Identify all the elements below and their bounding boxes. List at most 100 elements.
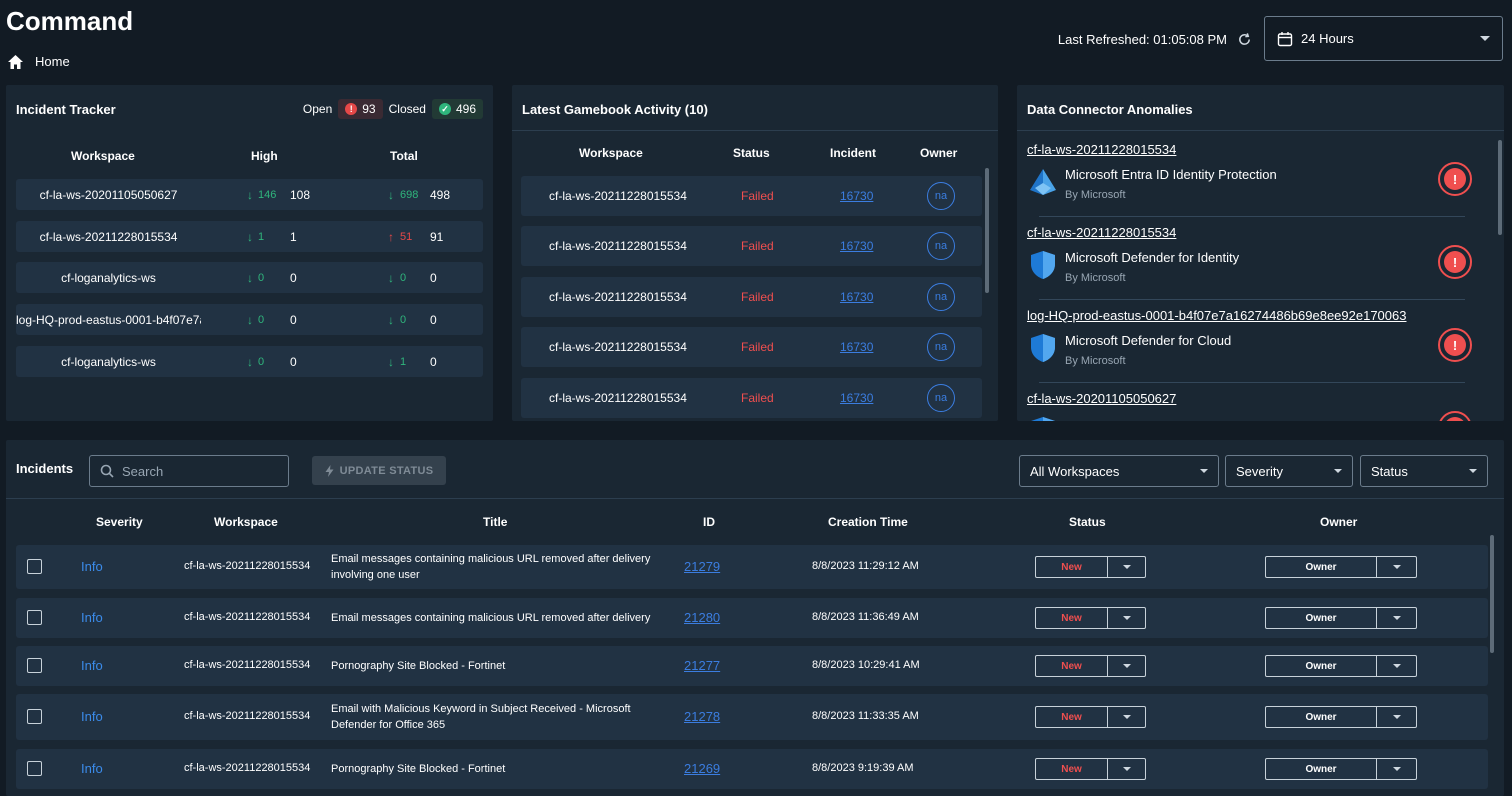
owner-dropdown[interactable]: Owner — [1265, 556, 1417, 578]
incident-link[interactable]: 16730 — [840, 340, 874, 354]
incident-row[interactable]: Info cf-la-ws-20211228015534 Email message… — [16, 545, 1488, 589]
incident-id-link[interactable]: 21280 — [684, 610, 721, 625]
incident-id-link[interactable]: 21269 — [684, 761, 721, 776]
incident-id-link[interactable]: 21278 — [684, 709, 721, 724]
chevron-down-icon[interactable] — [1108, 759, 1145, 779]
page-title: Command — [6, 6, 134, 36]
status-dropdown[interactable]: New — [1035, 607, 1146, 629]
chevron-down-icon[interactable] — [1108, 557, 1145, 577]
incident-row[interactable]: Info cf-la-ws-20211228015534 Email with Ma… — [16, 694, 1488, 740]
tracker-row[interactable]: log-HQ-prod-eastus-0001-b4f07e7a ↓ 0 0 ↓ 0 0 — [16, 304, 483, 335]
tracker-row[interactable]: cf-la-ws-20211228015534 ↓ 1 1 ↑ 51 91 — [16, 221, 483, 252]
chevron-down-icon[interactable] — [1377, 707, 1416, 727]
chevron-down-icon — [1469, 469, 1477, 473]
open-count-badge[interactable]: ! 93 — [338, 99, 383, 119]
chevron-down-icon[interactable] — [1377, 608, 1416, 628]
creation-time: 8/8/2023 11:36:49 AM — [812, 611, 919, 623]
owner-dropdown[interactable]: Owner — [1265, 655, 1417, 677]
incident-link[interactable]: 16730 — [840, 189, 874, 203]
workspace-name: cf-la-ws-20211228015534 — [549, 290, 687, 304]
row-checkbox[interactable] — [27, 610, 42, 625]
incident-title-line: Defender for Office 365 — [331, 719, 446, 731]
col-workspace: Workspace — [71, 149, 135, 163]
status-filter[interactable]: Status — [1360, 455, 1488, 487]
breadcrumb-home[interactable]: Home — [35, 54, 70, 69]
gamebook-row[interactable]: cf-la-ws-20211228015534 Failed 16730 na — [521, 226, 982, 266]
row-checkbox[interactable] — [27, 559, 42, 574]
col-creation-time: Creation Time — [828, 515, 908, 529]
bolt-icon — [325, 464, 334, 477]
incident-title-line: Email with Malicious Keyword in Subject … — [331, 703, 631, 715]
arrow-down-icon: ↓ — [247, 271, 253, 285]
row-checkbox[interactable] — [27, 761, 42, 776]
row-checkbox[interactable] — [27, 709, 42, 724]
closed-count-badge[interactable]: ✓ 496 — [431, 99, 483, 119]
alert-icon: ! — [1444, 334, 1466, 356]
status-dropdown[interactable]: New — [1035, 758, 1146, 780]
row-checkbox[interactable] — [27, 658, 42, 673]
incident-link[interactable]: 16730 — [840, 239, 874, 253]
arrow-down-icon: ↓ — [247, 313, 253, 327]
chevron-down-icon[interactable] — [1108, 707, 1145, 727]
owner-avatar[interactable]: na — [927, 283, 955, 311]
high-change: 0 — [258, 356, 265, 368]
incident-tracker-title: Incident Tracker — [16, 102, 116, 117]
gamebook-row[interactable]: cf-la-ws-20211228015534 Failed 16730 na — [521, 277, 982, 317]
owner-dropdown[interactable]: Owner — [1265, 607, 1417, 629]
severity-value: Info — [81, 658, 103, 673]
scrollbar[interactable] — [1498, 140, 1502, 235]
refresh-icon[interactable] — [1237, 32, 1252, 47]
tracker-row[interactable]: cf-loganalytics-ws ↓ 0 0 ↓ 1 0 — [16, 346, 483, 377]
workspace-name: cf-la-ws-20211228015534 — [184, 611, 311, 623]
incident-id-link[interactable]: 21277 — [684, 658, 721, 673]
tracker-row[interactable]: cf-la-ws-20201105050627 ↓ 146 108 ↓ 698 498 — [16, 179, 483, 210]
anomaly-workspace-link[interactable]: cf-la-ws-20211228015534 — [1027, 142, 1177, 157]
incident-row[interactable]: Info cf-la-ws-20211228015534 Pornography S… — [16, 646, 1488, 686]
gamebook-row[interactable]: cf-la-ws-20211228015534 Failed 16730 na — [521, 378, 982, 418]
incident-title: Pornography Site Blocked - Fortinet — [331, 761, 505, 777]
chevron-down-icon[interactable] — [1377, 557, 1416, 577]
incident-row[interactable]: Info cf-la-ws-20211228015534 Email message… — [16, 598, 1488, 638]
chevron-down-icon — [1480, 36, 1490, 41]
owner-avatar[interactable]: na — [927, 182, 955, 210]
owner-avatar[interactable]: na — [927, 384, 955, 412]
breadcrumb[interactable]: Home — [8, 54, 70, 69]
alert-button[interactable]: ! — [1438, 162, 1472, 196]
owner-avatar[interactable]: na — [927, 333, 955, 361]
scrollbar[interactable] — [1490, 535, 1494, 653]
col-severity: Severity — [96, 515, 143, 529]
incident-id-link[interactable]: 21279 — [684, 559, 721, 574]
tracker-row[interactable]: cf-loganalytics-ws ↓ 0 0 ↓ 0 0 — [16, 262, 483, 293]
owner-avatar[interactable]: na — [927, 232, 955, 260]
anomaly-workspace-link[interactable]: log-HQ-prod-eastus-0001-b4f07e7a16274486… — [1027, 308, 1407, 323]
search-box[interactable] — [89, 455, 289, 487]
scrollbar[interactable] — [985, 168, 989, 293]
chevron-down-icon[interactable] — [1108, 608, 1145, 628]
time-range-select[interactable]: 24 Hours — [1264, 16, 1503, 61]
incident-row[interactable]: Info cf-la-ws-20211228015534 Pornography S… — [16, 749, 1488, 789]
alert-button[interactable]: ! — [1438, 328, 1472, 362]
status-dropdown[interactable]: New — [1035, 655, 1146, 677]
gamebook-row[interactable]: cf-la-ws-20211228015534 Failed 16730 na — [521, 176, 982, 216]
severity-filter[interactable]: Severity — [1225, 455, 1353, 487]
search-input[interactable] — [122, 463, 272, 479]
high-change: 146 — [258, 189, 277, 201]
status-dropdown[interactable]: New — [1035, 706, 1146, 728]
alert-button[interactable]: ! — [1438, 411, 1472, 421]
status-dropdown[interactable]: New — [1035, 556, 1146, 578]
home-icon — [8, 54, 23, 69]
owner-dropdown[interactable]: Owner — [1265, 758, 1417, 780]
incident-link[interactable]: 16730 — [840, 391, 874, 405]
workspace-filter[interactable]: All Workspaces — [1019, 455, 1219, 487]
gamebook-row[interactable]: cf-la-ws-20211228015534 Failed 16730 na — [521, 327, 982, 367]
status-value: New — [1036, 557, 1108, 577]
chevron-down-icon[interactable] — [1108, 656, 1145, 676]
alert-button[interactable]: ! — [1438, 245, 1472, 279]
incident-link[interactable]: 16730 — [840, 290, 874, 304]
update-status-button[interactable]: UPDATE STATUS — [312, 456, 446, 485]
chevron-down-icon[interactable] — [1377, 656, 1416, 676]
anomaly-workspace-link[interactable]: cf-la-ws-20201105050627 — [1027, 391, 1177, 406]
owner-dropdown[interactable]: Owner — [1265, 706, 1417, 728]
anomaly-workspace-link[interactable]: cf-la-ws-20211228015534 — [1027, 225, 1177, 240]
chevron-down-icon[interactable] — [1377, 759, 1416, 779]
